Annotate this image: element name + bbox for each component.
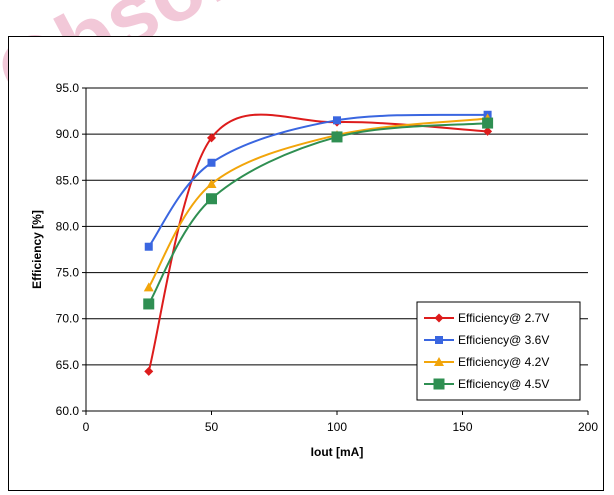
legend-label: Efficiency@ 2.7V xyxy=(458,311,549,325)
y-tick-label: 70.0 xyxy=(56,312,80,326)
data-point xyxy=(144,366,154,376)
legend-label: Efficiency@ 4.2V xyxy=(458,355,549,369)
legend-marker xyxy=(434,357,444,366)
series-line xyxy=(147,113,488,248)
data-point xyxy=(144,242,153,251)
y-tick-label: 80.0 xyxy=(56,219,80,233)
x-tick-label: 200 xyxy=(578,420,598,434)
x-tick-label: 50 xyxy=(205,420,219,434)
y-tick-label: 85.0 xyxy=(56,173,80,187)
legend-label: Efficiency@ 3.6V xyxy=(458,333,549,347)
data-point xyxy=(331,131,343,143)
y-tick-label: 60.0 xyxy=(56,404,80,418)
x-tick-label: 100 xyxy=(327,420,347,434)
x-tick-label: 0 xyxy=(83,420,90,434)
y-tick-label: 95.0 xyxy=(56,81,80,95)
y-tick-label: 90.0 xyxy=(56,127,80,141)
data-point xyxy=(482,117,494,129)
data-point xyxy=(483,126,493,136)
efficiency-chart: 60.0 65.0 70.0 75.0 80.0 85.0 90.0 95.0 0 50 100 15… xyxy=(30,81,599,459)
data-point xyxy=(143,298,155,310)
data-point xyxy=(207,158,216,167)
legend-item: Efficiency@ 4.5V xyxy=(424,377,549,391)
y-tick-label: 65.0 xyxy=(56,358,80,372)
x-axis-title: Iout [mA] xyxy=(311,445,364,459)
x-tick-label: 150 xyxy=(452,420,472,434)
series-4 xyxy=(143,117,494,310)
legend-item: Efficiency@ 4.2V xyxy=(424,355,549,369)
data-point xyxy=(206,178,217,188)
series-line xyxy=(147,122,488,305)
y-axis-title: Efficiency [%] xyxy=(30,210,44,289)
legend-marker xyxy=(433,378,445,390)
legend-item: Efficiency@ 2.7V xyxy=(424,311,549,325)
legend-item: Efficiency@ 3.6V xyxy=(424,333,549,347)
data-point xyxy=(206,193,217,205)
data-point xyxy=(143,282,154,292)
y-tick-label: 75.0 xyxy=(56,266,80,280)
data-point xyxy=(207,133,216,143)
series-3 xyxy=(143,113,493,292)
series-group xyxy=(143,110,494,376)
chart-frame: 60.0 65.0 70.0 75.0 80.0 85.0 90.0 95.0 0 50 100 15… xyxy=(8,36,604,491)
data-point xyxy=(333,116,341,125)
legend-label: Efficiency@ 4.5V xyxy=(458,377,549,391)
axes: 60.0 65.0 70.0 75.0 80.0 85.0 90.0 95.0 0 50 100 15… xyxy=(56,81,599,434)
legend-marker xyxy=(434,313,444,323)
series-line xyxy=(147,117,488,288)
legend: Efficiency@ 2.7V Efficiency@ 3.6V Efficien… xyxy=(416,301,581,401)
legend-marker xyxy=(435,336,443,344)
